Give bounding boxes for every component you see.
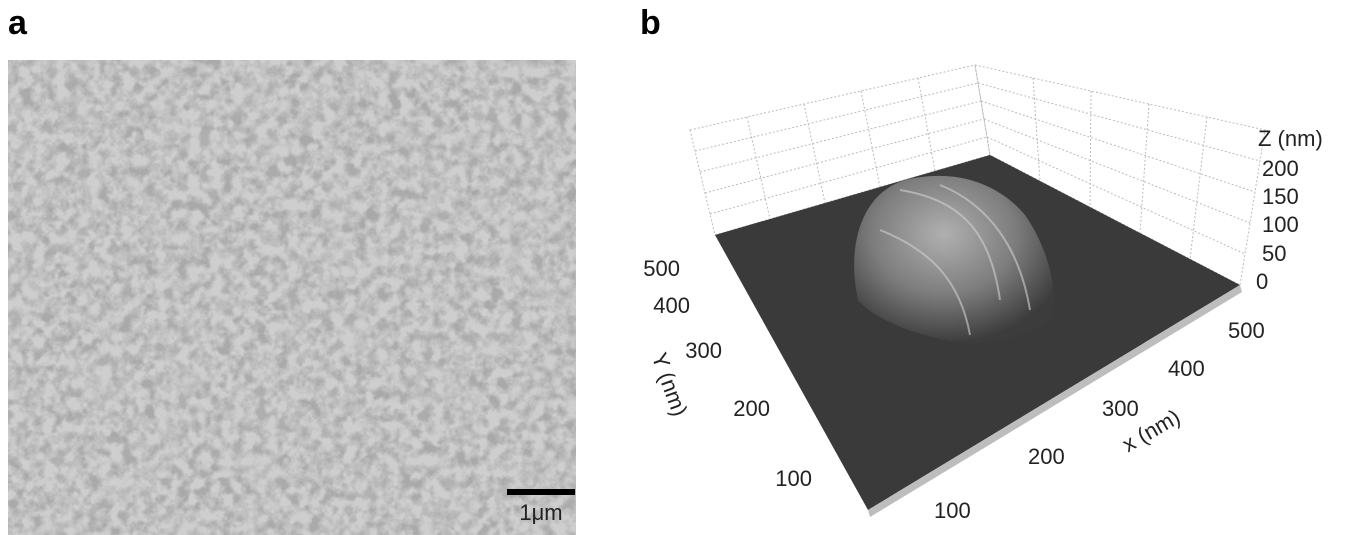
x-axis-tick-label: 500 [1228,318,1265,343]
wall-grid-line [1090,91,1091,207]
plot-3d [690,65,1265,517]
z-axis-tick-label: 200 [1262,156,1299,181]
panel-label: b [640,4,661,42]
x-axis-tick-label: 300 [1102,396,1139,421]
wall-grid-line [747,117,770,219]
wall-grid-line [978,83,1260,161]
wall-grid-line [695,83,978,151]
sem-image [8,60,576,535]
x-axis-tick-label: 400 [1168,356,1205,381]
x-axis-tick-label: 200 [1028,444,1065,469]
z-axis-tick-label: 150 [1262,184,1299,209]
y-axis-tick-label: 500 [643,256,680,281]
z-axis-tick-label: 100 [1262,212,1299,237]
scale-bar [507,489,575,495]
y-axis-tick-label: 300 [685,338,722,363]
z-axis-label: Z (nm) [1258,126,1323,151]
y-axis-tick-label: 200 [733,396,770,421]
x-axis-tick-label: 100 [934,498,971,523]
y-axis-tick-label: 400 [653,293,690,318]
wall-grid-line [700,101,981,172]
wall-grid-line [918,78,935,171]
z-axis-tick-label: 0 [1256,269,1268,294]
wall-grid-line [1033,78,1040,181]
panel-label: a [8,4,28,42]
wall-grid-line [861,91,880,187]
z-axis-tick-label: 50 [1262,241,1286,266]
wall-grid-line [1140,104,1149,233]
figure: a 1μm b Z (nm) Y (nm) x (nm) 20015010050… [0,0,1370,535]
scale-bar-label: 1μm [519,500,562,525]
y-axis-tick-label: 100 [775,466,812,491]
wall-grid-line [804,104,825,203]
wall-grid-line [1190,117,1207,259]
